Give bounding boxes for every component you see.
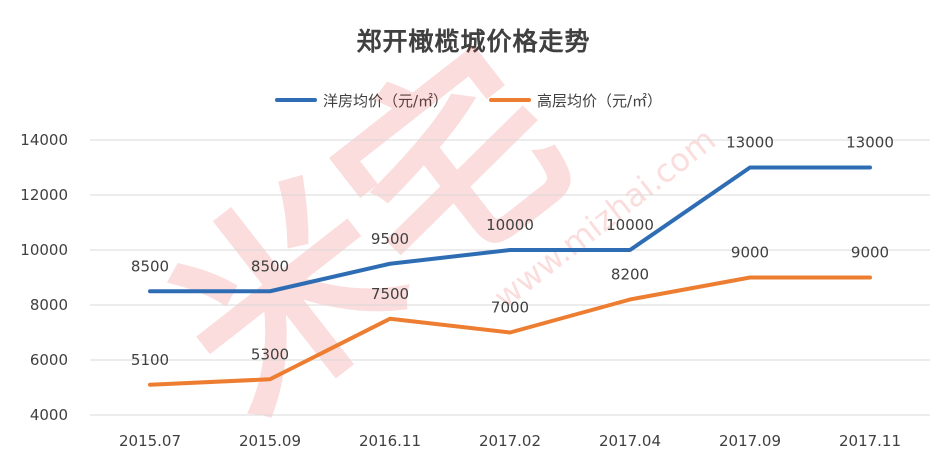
legend-line-series-1 — [275, 98, 317, 102]
x-tick-label: 2015.09 — [239, 432, 301, 450]
data-label-series-1: 10000 — [486, 216, 534, 234]
y-tick-label: 10000 — [20, 241, 68, 259]
x-tick-label: 2016.11 — [359, 432, 421, 450]
chart-title: 郑开橄榄城价格走势 — [356, 27, 591, 56]
y-tick-label: 6000 — [30, 351, 68, 369]
data-label-series-1: 8500 — [251, 257, 289, 275]
y-tick-label: 8000 — [30, 296, 68, 314]
legend-line-series-2 — [489, 98, 531, 102]
data-label-series-2: 7000 — [491, 299, 529, 317]
legend-label-series-2: 高层均价（元/㎡） — [537, 91, 663, 110]
data-label-series-2: 5300 — [251, 345, 289, 363]
data-label-series-2: 7500 — [371, 285, 409, 303]
series-lines — [148, 165, 872, 387]
data-label-series-1: 8500 — [131, 257, 169, 275]
x-tick-label: 2017.04 — [599, 432, 661, 450]
data-label-series-2: 9000 — [731, 244, 769, 262]
legend-item-series-1: 洋房均价（元/㎡） — [275, 88, 448, 112]
y-tick-label: 4000 — [30, 406, 68, 424]
x-tick-label: 2015.07 — [119, 432, 181, 450]
x-tick-label: 2017.02 — [479, 432, 541, 450]
y-axis-ticks: 4000 6000 8000 10000 12000 14000 — [20, 131, 68, 424]
x-axis-ticks: 2015.07 2015.09 2016.11 2017.02 2017.04 2017.… — [119, 432, 901, 450]
legend-item-series-2: 高层均价（元/㎡） — [489, 88, 662, 112]
data-label-series-1: 13000 — [726, 134, 774, 152]
data-label-series-2: 8200 — [611, 266, 649, 284]
y-tick-label: 14000 — [20, 131, 68, 149]
data-label-series-1: 13000 — [846, 134, 894, 152]
data-label-series-2: 9000 — [851, 244, 889, 262]
data-label-series-1: 9500 — [371, 230, 409, 248]
chart-legend: 洋房均价（元/㎡） 高层均价（元/㎡） — [0, 88, 947, 112]
x-tick-label: 2017.11 — [839, 432, 901, 450]
x-tick-label: 2017.09 — [719, 432, 781, 450]
legend-label-series-1: 洋房均价（元/㎡） — [323, 91, 449, 110]
data-label-series-1: 10000 — [606, 216, 654, 234]
y-tick-label: 12000 — [20, 186, 68, 204]
data-labels: 8500 8500 9500 10000 10000 13000 13000 5100 5300… — [131, 134, 894, 369]
data-label-series-2: 5100 — [131, 351, 169, 369]
